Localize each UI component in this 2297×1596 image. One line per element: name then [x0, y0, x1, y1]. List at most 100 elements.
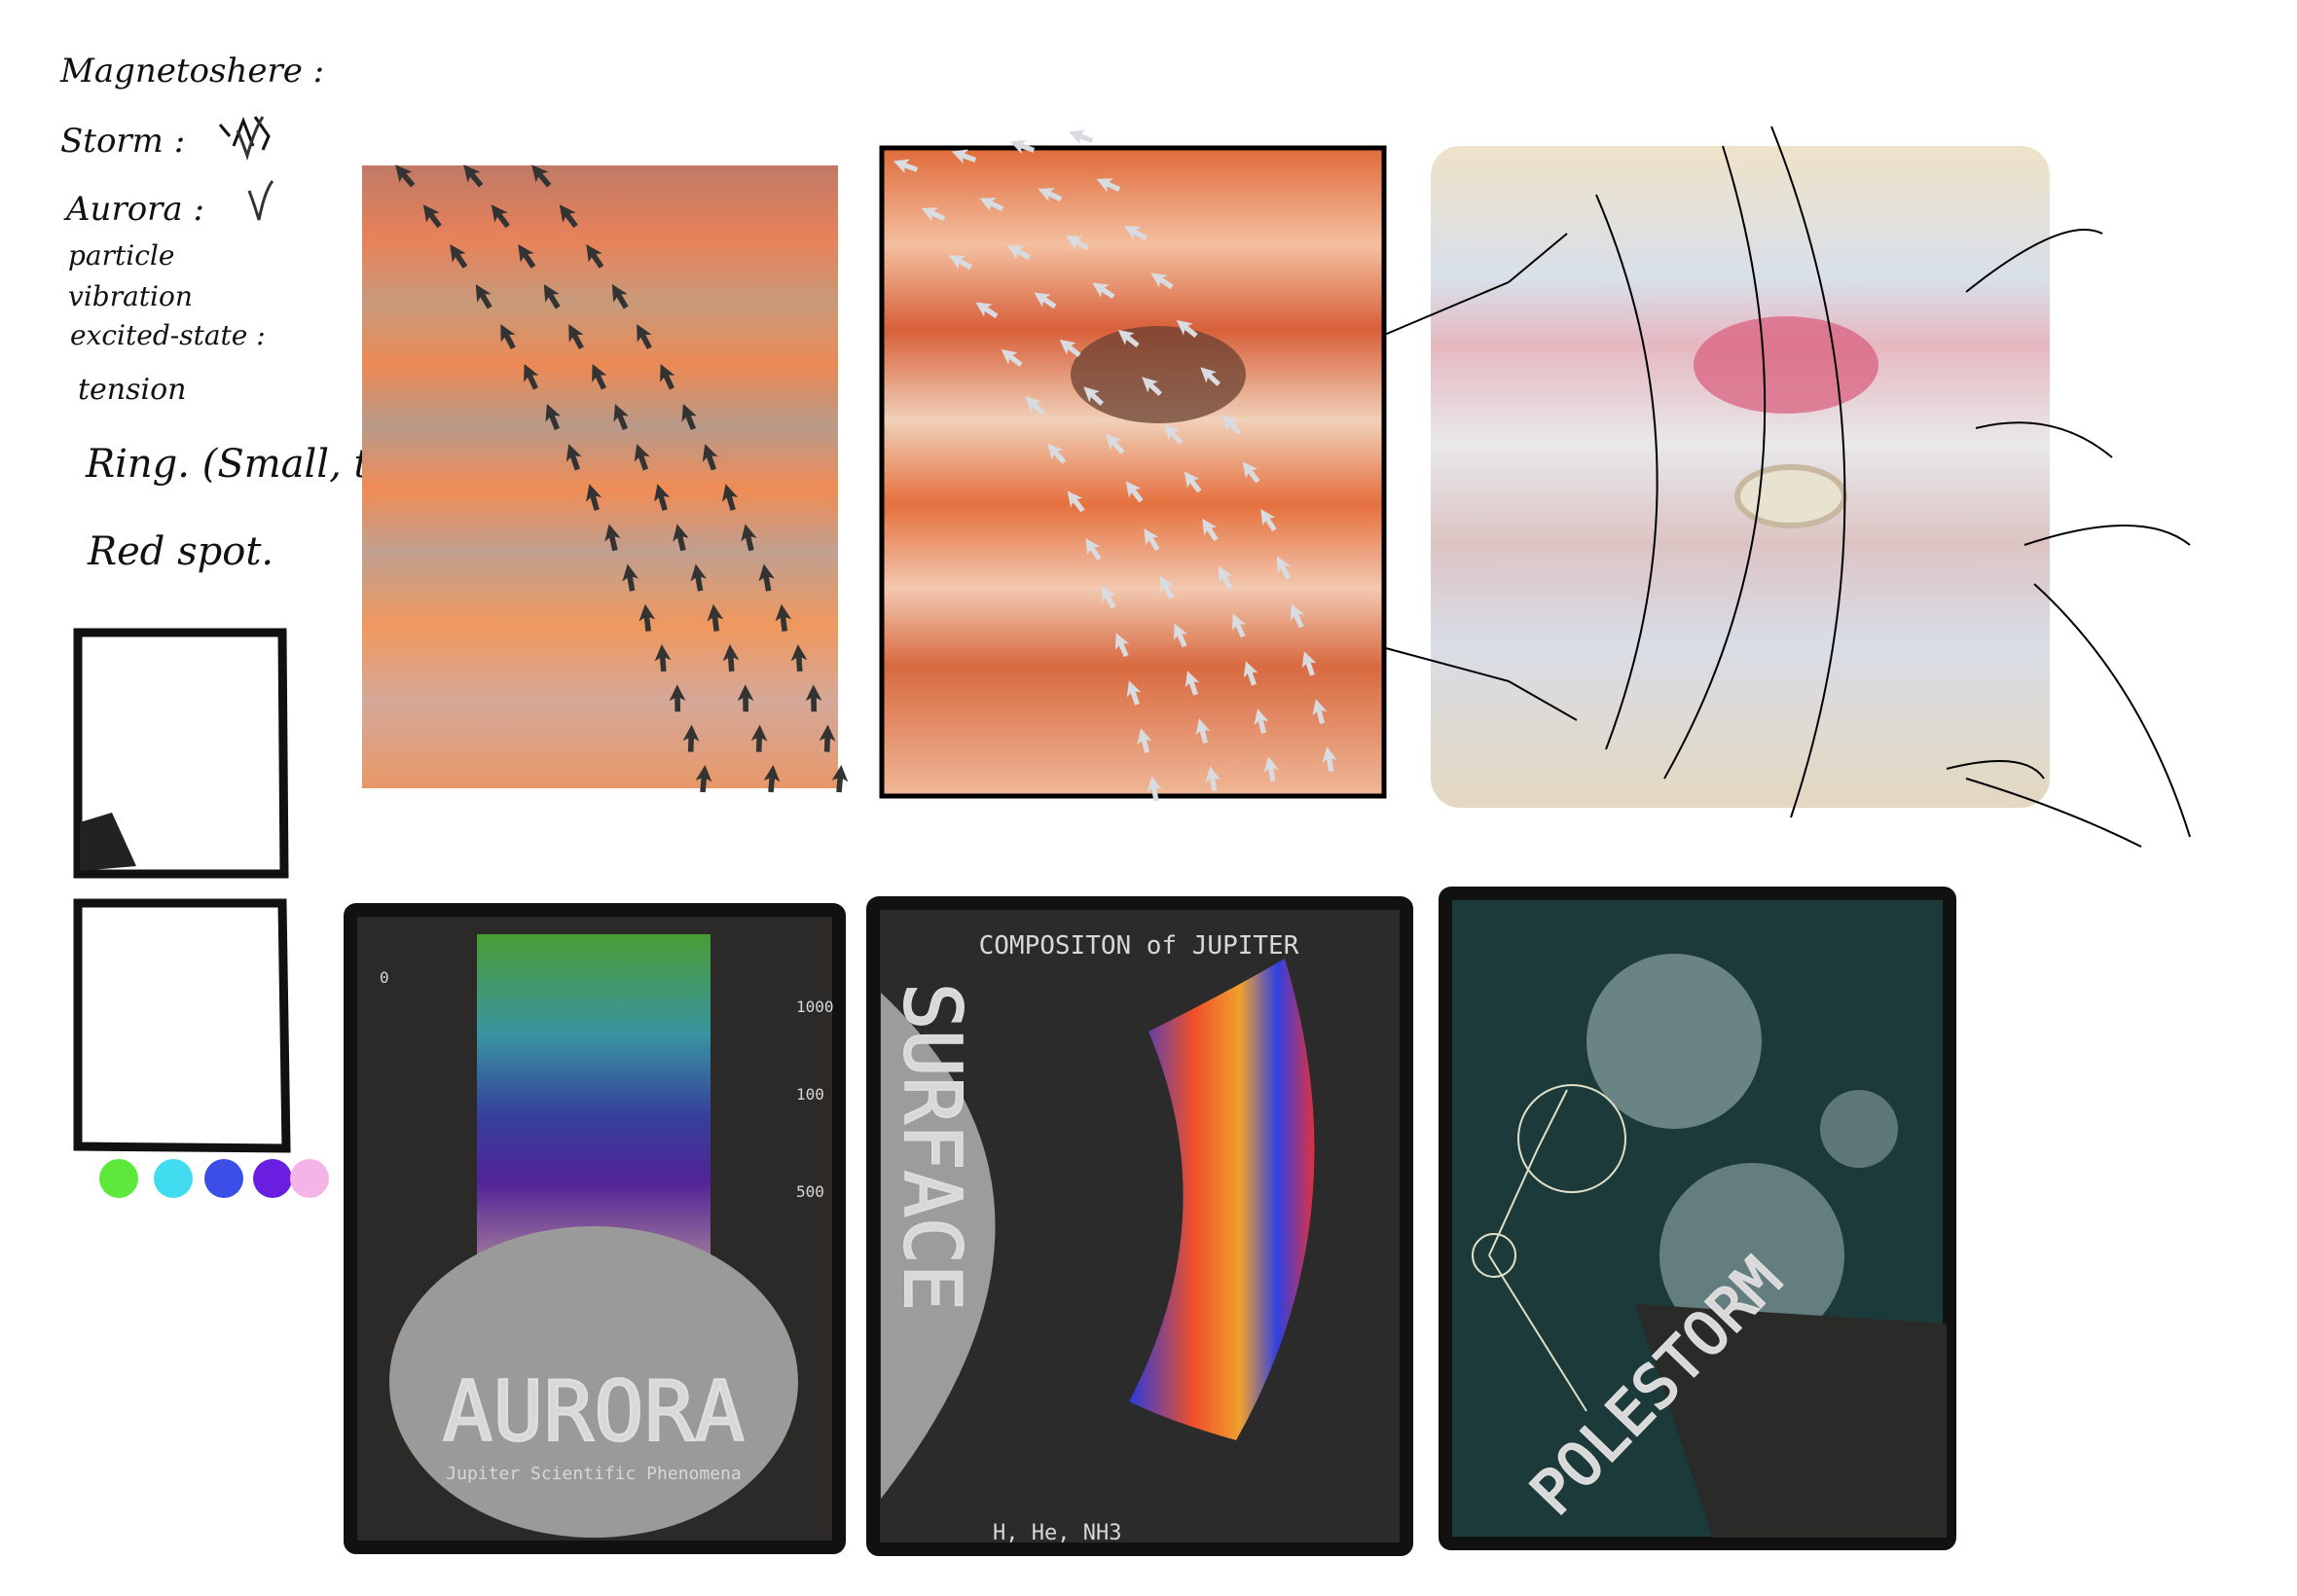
arrow [1290, 603, 1305, 629]
arrow [1276, 556, 1292, 580]
arrow [1202, 518, 1219, 542]
arrow [979, 198, 1004, 212]
arrow [819, 724, 836, 752]
arrow [1150, 272, 1174, 290]
poster-title: AURORA [443, 1363, 746, 1461]
arrow [673, 524, 689, 552]
swatch [253, 1159, 292, 1198]
arrow [531, 164, 552, 188]
frame-corner [80, 813, 136, 871]
arrow [1001, 348, 1023, 368]
arrow [707, 603, 724, 632]
arrow [1173, 623, 1188, 648]
arrow [948, 255, 972, 271]
arrow [1083, 386, 1104, 406]
storm-eye [1071, 326, 1246, 423]
arrow [722, 484, 739, 511]
arrow [1009, 139, 1036, 155]
arrow [1205, 766, 1221, 792]
vortex [1820, 1090, 1898, 1168]
arrow [491, 204, 510, 229]
arrow [1025, 396, 1045, 416]
arrow [395, 164, 416, 188]
note: excited-state : [70, 319, 266, 351]
arrow [975, 302, 999, 319]
arrow [611, 283, 629, 309]
arrow [1243, 661, 1258, 686]
arrow [1117, 329, 1140, 348]
arrow [654, 484, 671, 511]
arrow [921, 207, 946, 222]
arrow [622, 563, 638, 592]
arrow [1065, 236, 1089, 251]
arrow [722, 644, 740, 672]
arrow [682, 724, 700, 752]
arrow [559, 204, 578, 229]
arrow [450, 244, 468, 269]
arrow [1221, 414, 1242, 435]
arrow [1322, 746, 1337, 773]
arrow [565, 444, 582, 471]
arrow [1185, 671, 1200, 696]
note: particle [68, 239, 174, 272]
arrow [763, 765, 781, 793]
planet [389, 1226, 798, 1538]
frame [73, 898, 291, 1153]
vortex [1586, 954, 1762, 1129]
arrow [1126, 680, 1142, 706]
arrow [1159, 575, 1175, 599]
arrow [775, 603, 792, 632]
arrow [1085, 537, 1102, 562]
swatch [290, 1159, 329, 1198]
poster-title: COMPOSITON of JUPITER [979, 931, 1299, 961]
arrow [1114, 633, 1130, 658]
note: vibration [68, 280, 193, 312]
palette [99, 1159, 329, 1198]
arrow [702, 444, 718, 471]
vortex [1659, 1163, 1844, 1348]
arrow [1242, 461, 1260, 484]
arrow [805, 684, 822, 712]
poster-subtitle: Jupiter Scientific Phenomena [446, 1464, 741, 1484]
arrow [524, 363, 539, 390]
arrow [1195, 718, 1211, 744]
arrow [654, 644, 672, 672]
arrow [681, 404, 698, 431]
arrow [1231, 613, 1247, 638]
arrow [831, 765, 849, 793]
arrow [951, 149, 977, 164]
arrow [741, 524, 757, 552]
scale-label: 0 [380, 968, 389, 987]
arrow [1006, 245, 1031, 261]
arrow [1059, 339, 1081, 358]
arrow [586, 484, 602, 511]
arrow [790, 644, 808, 672]
arrow [1312, 699, 1328, 725]
planet-half [881, 993, 996, 1499]
arrow [1301, 651, 1317, 676]
note: Storm : [60, 122, 185, 161]
arrow [1123, 226, 1148, 241]
corner-shade [1635, 1304, 1947, 1538]
note: Aurora : [63, 190, 204, 229]
check [236, 116, 274, 221]
poster-side: SURFACE [887, 983, 977, 1311]
arrow [1046, 443, 1067, 464]
aurora-rings [477, 934, 711, 1265]
arrow [1218, 565, 1233, 590]
diagram-circle [1472, 1233, 1516, 1278]
note: Magnetoshere : [59, 52, 324, 91]
arrow [463, 164, 484, 188]
arrow [568, 323, 584, 350]
diagram-lines [1488, 1089, 1587, 1412]
arrow [669, 684, 686, 712]
poster-footer: H, He, NH3 [993, 1521, 1121, 1545]
arrow [1125, 481, 1144, 503]
arrow [1147, 776, 1162, 802]
diagram-circle [1517, 1084, 1626, 1193]
arrows [395, 164, 849, 793]
arrow [750, 724, 768, 752]
sketch-lines [1381, 126, 2191, 848]
arrow [1092, 282, 1115, 300]
